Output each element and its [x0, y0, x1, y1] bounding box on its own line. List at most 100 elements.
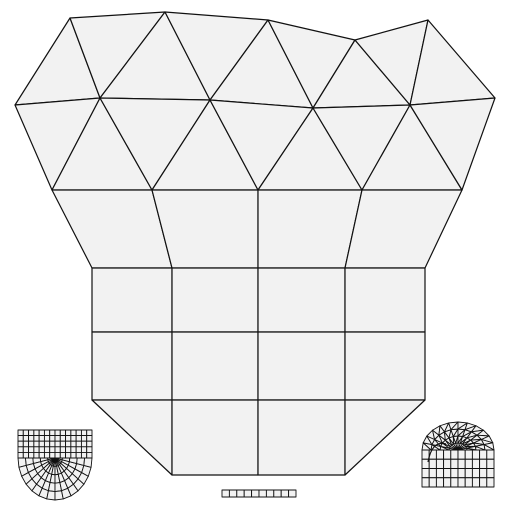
thumb-quad	[49, 440, 56, 448]
thumb-quad	[22, 446, 30, 453]
transition-cell	[344, 189, 463, 269]
dome-grid-cell	[457, 458, 466, 469]
thumb-quad	[33, 446, 40, 453]
dome-grid-cell	[435, 449, 445, 460]
strip-cell	[243, 489, 253, 498]
dome-grid-cell	[464, 458, 473, 469]
strip-cell	[288, 489, 297, 498]
thumb-quad	[65, 446, 72, 453]
dome-tri-cell	[466, 447, 477, 451]
dome-grid-cell	[435, 477, 445, 488]
dome-grid-cell	[471, 449, 481, 460]
dome-grid-cell	[457, 477, 466, 488]
dome-grid-cell	[471, 477, 481, 488]
thumb-ring-cell	[83, 457, 93, 468]
thumb-quad	[22, 429, 30, 437]
triangle-cell	[409, 97, 496, 191]
bottom-cell	[171, 399, 259, 476]
dome-grid-cell	[486, 477, 495, 488]
dome-grid-cell	[471, 458, 481, 469]
strip-cell	[265, 489, 275, 498]
strip-cell	[228, 489, 238, 498]
thumb-quad	[70, 446, 77, 453]
thumb-quad	[38, 429, 45, 437]
thumb-quad	[75, 451, 82, 459]
thumb-quad	[17, 435, 24, 442]
main-mesh	[14, 11, 496, 476]
dome-grid-cell	[457, 449, 466, 460]
dome-grid-cell	[479, 477, 488, 488]
thumb-quad	[28, 446, 35, 453]
thumb-quad	[86, 429, 93, 437]
dome-grid-cell	[421, 477, 430, 488]
dome-grid-cell	[486, 449, 495, 460]
thumb-quad	[59, 435, 67, 442]
thumb-quad	[43, 440, 51, 448]
dome-grid-cell	[457, 468, 466, 479]
thumb-quad	[54, 440, 61, 448]
thumb-quad	[43, 446, 51, 453]
thumb-quad	[28, 435, 35, 442]
thumb-quad	[38, 446, 45, 453]
strip-cell	[236, 489, 245, 498]
thumb-quad	[80, 446, 88, 453]
thumb-quad	[17, 451, 24, 459]
thumb-quad	[80, 440, 88, 448]
dome-grid-cell	[464, 449, 473, 460]
thumb-quad	[59, 440, 67, 448]
dome-grid-cell	[471, 468, 481, 479]
thumb-quad	[22, 435, 30, 442]
dome-grid-cell	[421, 468, 430, 479]
thumb-quad	[80, 429, 88, 437]
dome-grid-cell	[486, 458, 495, 469]
dome-grid-cell	[479, 468, 488, 479]
quad-cell	[91, 267, 173, 333]
thumb-quad	[49, 451, 56, 459]
dome-grid-cell	[443, 449, 452, 460]
thumb-quad	[33, 451, 40, 459]
thumb-quad	[65, 435, 72, 442]
thumb-quad	[22, 440, 30, 448]
transition-cell	[257, 189, 363, 269]
dome-grid-cell	[450, 468, 459, 479]
flat-strip-mesh-thumbnail[interactable]	[221, 489, 297, 498]
quad-cell	[171, 267, 259, 333]
thumb-ring-cell	[47, 482, 56, 493]
thumb-quad	[75, 429, 82, 437]
u-shape-mesh-thumbnail[interactable]	[17, 429, 93, 501]
thumb-quad	[33, 429, 40, 437]
quad-cell	[257, 331, 346, 401]
thumb-quad	[86, 446, 93, 453]
dome-mesh-thumbnail[interactable]	[421, 421, 495, 488]
quad-cell	[344, 267, 426, 333]
thumb-quad	[70, 429, 77, 437]
thumb-quad	[33, 440, 40, 448]
dome-grid-cell	[479, 458, 488, 469]
thumb-quad	[28, 440, 35, 448]
thumb-quad	[43, 435, 51, 442]
thumb-quad	[43, 451, 51, 459]
dome-grid-cell	[479, 449, 488, 460]
thumb-quad	[75, 435, 82, 442]
thumb-quad	[43, 429, 51, 437]
dome-grid-cell	[421, 449, 430, 460]
dome-grid-cell	[443, 477, 452, 488]
quad-cell	[91, 331, 173, 401]
thumb-quad	[54, 446, 61, 453]
thumb-quad	[54, 451, 61, 459]
thumb-quad	[65, 451, 72, 459]
dome-grid-cell	[450, 449, 459, 460]
bottom-cell	[344, 399, 426, 476]
thumb-quad	[49, 446, 56, 453]
thumb-quad	[59, 429, 67, 437]
dome-grid-cell	[443, 468, 452, 479]
thumb-quad	[54, 429, 61, 437]
transition-cell	[51, 189, 173, 269]
dome-grid-cell	[428, 468, 437, 479]
thumb-quad	[38, 435, 45, 442]
strip-cell	[280, 489, 290, 498]
thumb-quad	[80, 451, 88, 459]
dome-grid-cell	[464, 477, 473, 488]
thumb-quad	[17, 440, 24, 448]
